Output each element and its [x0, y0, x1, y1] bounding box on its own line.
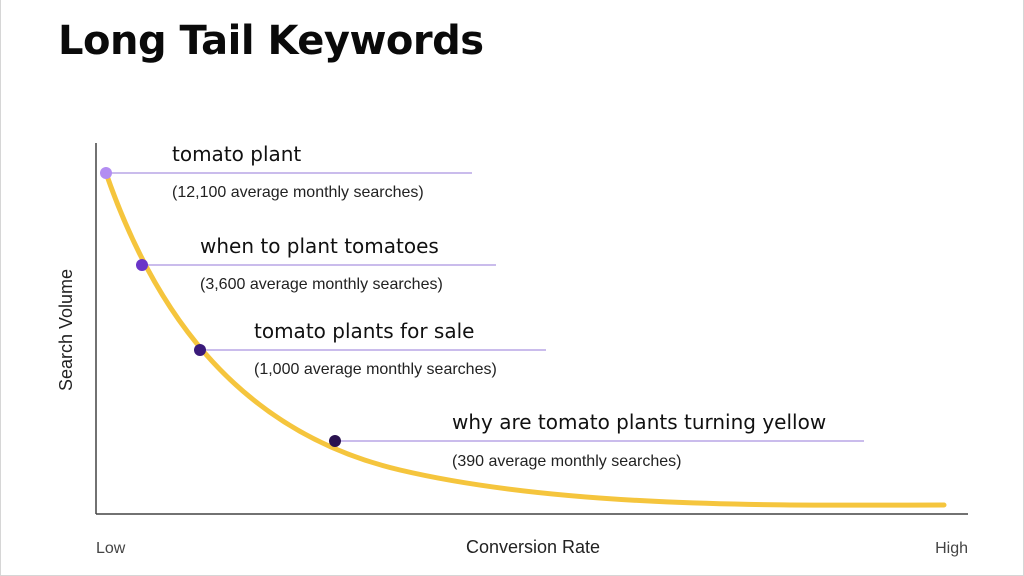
search-volume-label: (12,100 average monthly searches)	[172, 184, 424, 201]
keyword-label: why are tomato plants turning yellow	[452, 410, 826, 434]
data-point	[194, 344, 206, 356]
x-axis-label: Conversion Rate	[466, 537, 600, 557]
search-volume-label: (390 average monthly searches)	[452, 453, 681, 470]
data-point	[136, 259, 148, 271]
keyword-label: when to plant tomatoes	[200, 234, 439, 258]
y-axis-label: Search Volume	[56, 269, 76, 391]
long-tail-curve	[103, 170, 947, 508]
search-volume-label: (3,600 average monthly searches)	[200, 276, 443, 293]
x-axis-low-label: Low	[96, 540, 126, 557]
x-axis-high-label: High	[935, 540, 968, 557]
keyword-label: tomato plants for sale	[254, 319, 474, 343]
page-title: Long Tail Keywords	[58, 18, 484, 64]
data-point	[329, 435, 341, 447]
data-point	[100, 167, 112, 179]
keyword-label: tomato plant	[172, 142, 301, 166]
search-volume-label: (1,000 average monthly searches)	[254, 361, 497, 378]
